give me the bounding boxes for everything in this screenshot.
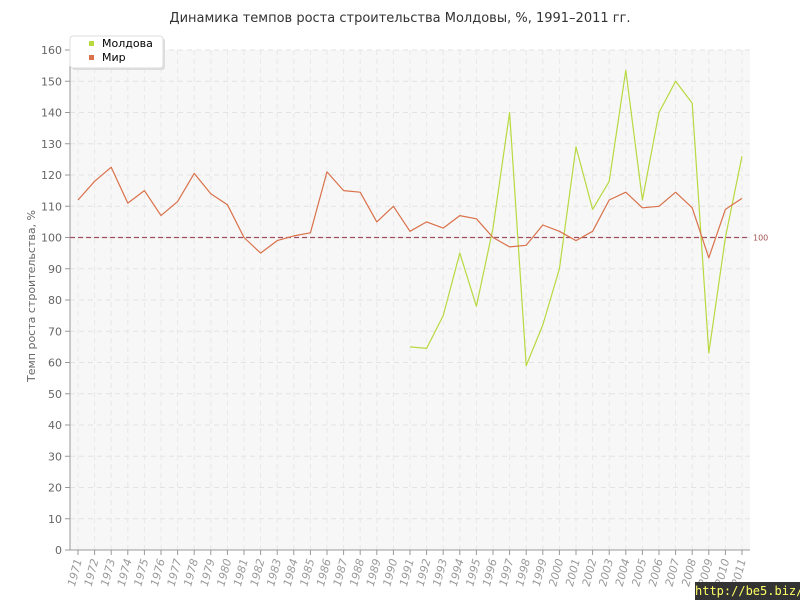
y-tick-label: 160 xyxy=(41,44,62,57)
y-tick-label: 110 xyxy=(41,200,62,213)
y-tick-label: 70 xyxy=(48,325,62,338)
y-tick-label: 100 xyxy=(41,232,62,245)
y-tick-label: 20 xyxy=(48,482,62,495)
legend-swatch-1 xyxy=(89,55,94,60)
y-tick-label: 40 xyxy=(48,419,62,432)
y-tick-label: 140 xyxy=(41,107,62,120)
y-tick-label: 80 xyxy=(48,294,62,307)
series-line-0 xyxy=(409,69,743,367)
series-line-1 xyxy=(77,166,743,259)
chart-title: Динамика темпов роста строительства Молд… xyxy=(169,11,630,26)
y-tick-label: 60 xyxy=(48,357,62,370)
y-tick-label: 90 xyxy=(48,263,62,276)
y-tick-label: 130 xyxy=(41,138,62,151)
y-tick-label: 0 xyxy=(55,544,62,557)
y-tick-label: 30 xyxy=(48,450,62,463)
y-tick-label: 50 xyxy=(48,388,62,401)
y-axis-label: Темп роста строительства, % xyxy=(25,210,38,383)
legend-swatch-0 xyxy=(89,41,94,46)
legend-label-0: Молдова xyxy=(102,37,153,50)
y-tick-label: 10 xyxy=(48,513,62,526)
reference-line-label: 100 xyxy=(753,234,768,243)
y-tick-label: 120 xyxy=(41,169,62,182)
watermark: http://be5.biz/ xyxy=(695,582,800,600)
plot-area: 0 10 20 30 40 50 60 70 80 90 100 110 120 130 140 150 160… xyxy=(41,44,768,588)
y-tick-label: 150 xyxy=(41,75,62,88)
legend-label-1: Мир xyxy=(102,51,126,64)
